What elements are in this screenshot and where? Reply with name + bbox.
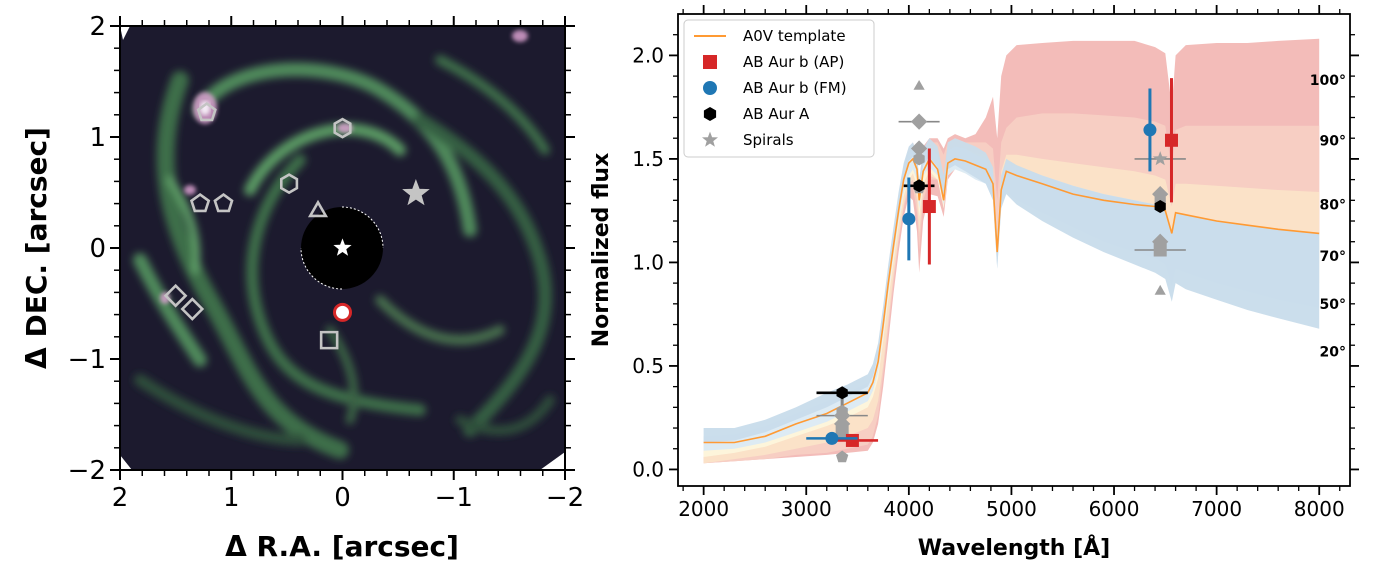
angle-label: 50° [1320,297,1346,313]
left-x-axis-title: Δ R.A. [arcsec] [225,530,459,563]
x-tick-label: 7000 [1191,497,1242,521]
right-axes: 2000 3000 4000 5000 6000 7000 8000 0.0 0.5 1.0 1.5… [632,5,1359,521]
data-point-hexagon [836,386,848,400]
x-tick-label: 4000 [883,497,934,521]
x-tick-label: 1 [223,483,240,513]
inclination-angle-labels: 100° 90° 80° 70° 50° 20° [1310,73,1346,360]
data-point-hexagon [836,405,848,418]
angle-label: 20° [1320,344,1346,360]
angle-label: 70° [1320,249,1346,265]
spectrum-panel: 2000 3000 4000 5000 6000 7000 8000 0.0 0.5 1.0 1.5… [589,5,1359,561]
right-x-axis-title: Wavelength [Å] [918,535,1110,561]
planet-marker [333,302,352,322]
y-tick-label: 1.0 [632,250,664,274]
spiral-marker-hexagon [333,117,352,139]
y-tick-label: 0.5 [632,354,664,378]
spiral-marker-hexagon [280,173,299,195]
x-tick-label: 2000 [678,497,729,521]
data-point-hexagon [913,152,925,166]
central-star-marker [333,238,352,256]
legend-label: AB Aur b (FM) [743,79,847,97]
data-point-diamond [910,140,928,157]
data-point-diamond [910,113,928,130]
y-tick-label: 2.0 [632,43,664,67]
y-tick-label: −1 [68,345,106,375]
legend-box [683,19,875,158]
legend-label: Spirals [743,131,794,149]
spiral-marker-pentagon [189,192,211,213]
y-tick-label: 1.5 [632,147,664,171]
x-tick-label: −1 [435,483,473,513]
data-point-square [1164,133,1178,147]
legend-marker-star [702,131,718,147]
legend-marker-square [703,55,717,69]
y-tick-label: 1 [89,123,106,153]
y-tick-label: 0.0 [632,457,664,481]
data-point-square [835,425,849,439]
left-axes: 2 2 1 1 0 0 −1 −1 −2 −2 [68,12,584,513]
data-point-triangle [1154,284,1166,295]
legend-marker-hexagon [703,107,717,121]
y-tick-label: −2 [68,456,106,486]
data-series [806,78,1186,463]
x-tick-label: 8000 [1294,497,1345,521]
spiral-marker-pentagon [213,192,234,213]
spiral-marker-diamond [180,297,205,321]
data-point-circle [825,431,839,445]
data-point-star [1152,151,1168,166]
legend: A0V template AB Aur b (AP) AB Aur b (FM) AB… [683,19,875,158]
legend-label: A0V template [743,27,846,45]
x-tick-label: 6000 [1089,497,1140,521]
right-y-axis-title: Normalized flux [589,153,614,348]
data-point-circle [902,212,916,226]
data-point-hexagon [913,179,925,193]
band-20deg [703,138,1320,443]
x-tick-label: 5000 [986,497,1037,521]
angle-label: 100° [1310,73,1346,89]
x-tick-label: −2 [546,483,584,513]
spiral-marker-triangle [307,199,329,218]
spiral-texture [120,26,565,470]
spiral-marker-diamond [163,283,188,308]
data-point-pentagon [836,450,849,463]
y-tick-label: 0 [89,234,106,264]
angle-label: 90° [1320,133,1346,149]
legend-label: AB Aur A [743,105,810,123]
data-point-hexagon [1154,200,1166,213]
y-tick-label: 2 [89,12,106,42]
spiral-marker-star [402,179,430,206]
data-point-square [1153,243,1167,257]
spiral-marker-pentagon [196,101,217,122]
data-point-triangle [913,80,925,90]
left-markers [163,101,430,350]
data-point-square [845,433,859,447]
spiral-marker-square [319,330,339,350]
x-tick-label: 0 [334,483,351,513]
right-plot-frame [677,13,1351,487]
x-tick-label: 3000 [781,497,832,521]
data-point-circle [1143,123,1157,137]
data-point-square [922,200,936,214]
image-panel: 2 2 1 1 0 0 −1 −1 −2 −2 Δ R.A. [arcsec] Δ DEC. [a… [20,12,584,563]
left-y-axis-title: Δ DEC. [arcsec] [20,127,53,369]
angle-label: 80° [1320,197,1346,213]
legend-marker-circle [703,81,717,95]
x-tick-label: 2 [112,483,129,513]
legend-label: AB Aur b (AP) [743,53,844,71]
